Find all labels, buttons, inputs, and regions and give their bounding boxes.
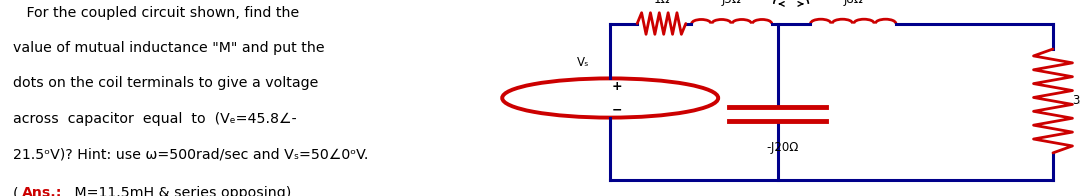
Text: For the coupled circuit shown, find the: For the coupled circuit shown, find the xyxy=(13,6,299,20)
Text: +: + xyxy=(611,80,622,93)
Text: 3Ω: 3Ω xyxy=(1072,94,1080,107)
Text: 21.5ᵒV)? Hint: use ω=500rad/sec and Vₛ=50∠0ᵒV.: 21.5ᵒV)? Hint: use ω=500rad/sec and Vₛ=5… xyxy=(13,147,368,161)
Text: J8Ω: J8Ω xyxy=(843,0,863,6)
Text: M=11.5mH & series opposing): M=11.5mH & series opposing) xyxy=(70,186,292,196)
Text: Ans.:: Ans.: xyxy=(22,186,63,196)
Text: across  capacitor  equal  to  (Vₑ=45.8∠-: across capacitor equal to (Vₑ=45.8∠- xyxy=(13,112,297,126)
Text: 1Ω: 1Ω xyxy=(653,0,670,6)
Text: value of mutual inductance "M" and put the: value of mutual inductance "M" and put t… xyxy=(13,41,325,55)
Text: (: ( xyxy=(13,186,18,196)
Text: -J20Ω: -J20Ω xyxy=(767,142,799,154)
Text: −: − xyxy=(611,103,622,116)
Text: dots on the coil terminals to give a voltage: dots on the coil terminals to give a vol… xyxy=(13,76,319,90)
Text: J5Ω: J5Ω xyxy=(721,0,742,6)
Text: Vₛ: Vₛ xyxy=(577,56,590,69)
